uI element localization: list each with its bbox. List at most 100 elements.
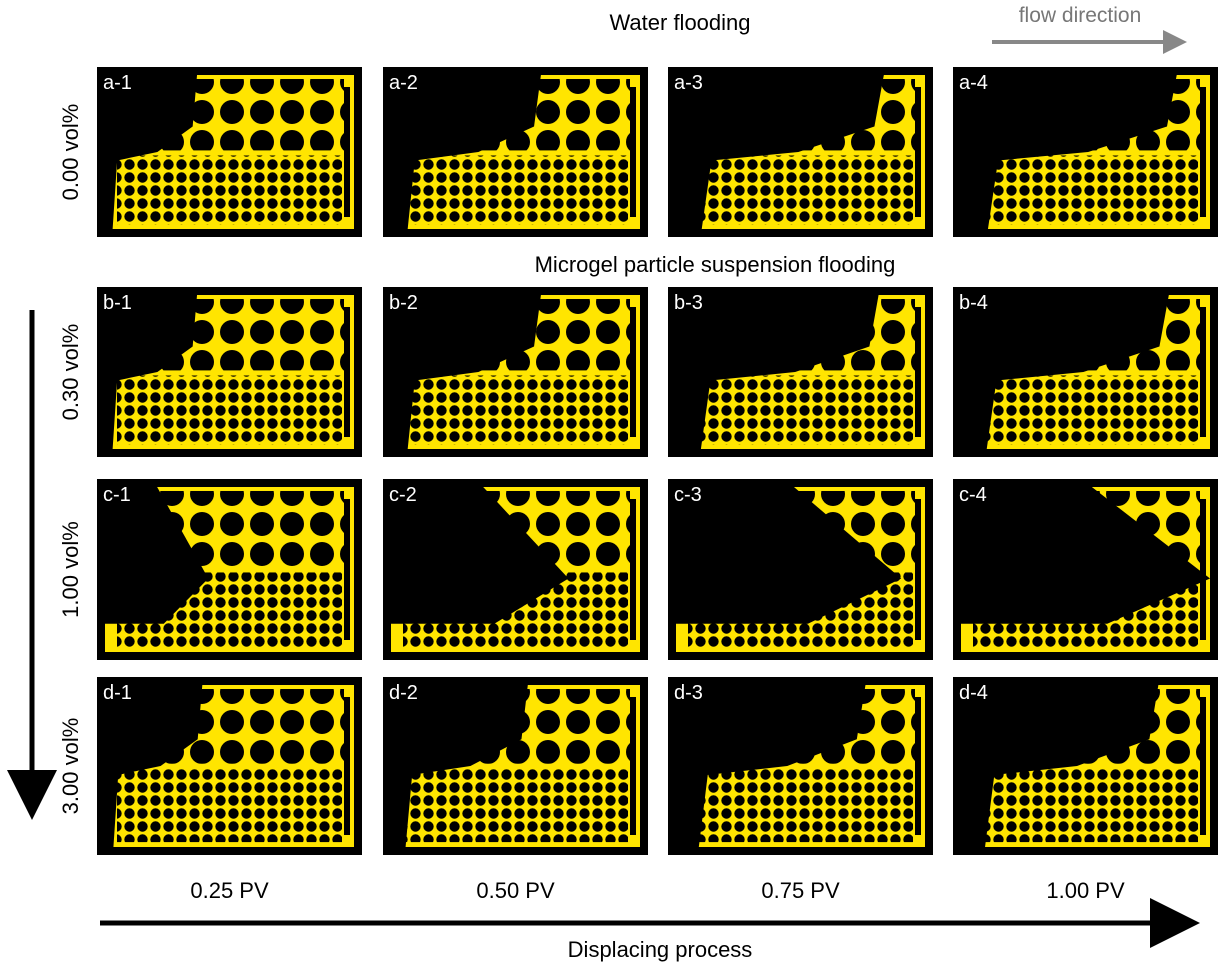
outlet: [915, 307, 921, 437]
panel-image: [383, 479, 648, 660]
small-pores: [973, 155, 1198, 225]
panel-label: c-4: [959, 484, 987, 506]
header-microgel: Microgel particle suspension flooding: [535, 252, 896, 277]
panel-label: b-2: [389, 292, 418, 314]
panel: a-3: [668, 67, 933, 237]
panel-label: a-1: [103, 72, 132, 94]
panel: a-2: [383, 67, 648, 237]
panel-image: [97, 287, 362, 457]
panel: c-3: [668, 479, 933, 660]
displaced-region: [953, 287, 1171, 457]
panel: c-4: [953, 479, 1218, 660]
column-label: 1.00 PV: [1046, 878, 1125, 903]
panel: b-4: [953, 287, 1218, 457]
small-pores: [403, 769, 628, 843]
column-label: 0.25 PV: [190, 878, 269, 903]
displaced-region: [383, 677, 529, 855]
panel: d-3: [668, 677, 933, 855]
panel-label: c-1: [103, 484, 131, 506]
outlet: [915, 499, 921, 640]
panel-label: b-1: [103, 292, 132, 314]
panel-label: d-3: [674, 682, 703, 704]
column-label: 0.50 PV: [476, 878, 555, 903]
panel-label: a-3: [674, 72, 703, 94]
displaced-region: [953, 479, 1211, 624]
panel-image: [383, 287, 648, 457]
outlet: [1200, 307, 1206, 437]
panel-label: b-3: [674, 292, 703, 314]
displaced-region: [383, 479, 569, 624]
outlet: [1200, 499, 1206, 640]
small-pores: [117, 769, 342, 843]
panel-image: [668, 479, 933, 660]
small-pores: [973, 375, 1198, 445]
displaced-region: [97, 677, 203, 855]
small-pores: [403, 375, 628, 445]
panel-label: a-2: [389, 72, 418, 94]
outlet: [630, 307, 636, 437]
panel: b-2: [383, 287, 648, 457]
header-flow: flow direction: [1019, 4, 1142, 27]
outlet: [344, 697, 350, 835]
outlet: [1200, 697, 1206, 835]
panel-image: [97, 67, 362, 237]
outlet: [344, 499, 350, 640]
panel: d-1: [97, 677, 362, 855]
small-pores: [688, 769, 913, 843]
small-pores: [973, 769, 1198, 843]
panel-image: [953, 479, 1218, 660]
small-pores: [403, 155, 628, 225]
panel-label: c-2: [389, 484, 417, 506]
displaced-region: [383, 287, 542, 457]
header-water: Water flooding: [609, 10, 750, 35]
displaced-region: [97, 479, 209, 624]
row-label: 3.00 vol%: [58, 718, 83, 815]
outlet: [915, 87, 921, 217]
panel-image: [383, 67, 648, 237]
panel-image: [668, 67, 933, 237]
small-pores: [117, 155, 342, 225]
panel-label: b-4: [959, 292, 988, 314]
displaced-region: [668, 67, 886, 237]
panel-label: d-4: [959, 682, 988, 704]
displaced-region: [383, 67, 542, 237]
panel-label: d-1: [103, 682, 132, 704]
panel-image: [953, 677, 1218, 855]
panel: d-2: [383, 677, 648, 855]
column-label: 0.75 PV: [761, 878, 840, 903]
outlet: [915, 697, 921, 835]
displaced-region: [97, 67, 198, 237]
row-label: 0.00 vol%: [58, 104, 83, 201]
outlet: [344, 87, 350, 217]
panel: b-3: [668, 287, 933, 457]
small-pores: [688, 375, 913, 445]
small-pores: [117, 375, 342, 445]
panel-image: [953, 67, 1218, 237]
panel: c-1: [97, 479, 362, 660]
panel: a-4: [953, 67, 1218, 237]
outlet: [1200, 87, 1206, 217]
panel-image: [97, 479, 362, 660]
displaced-region: [668, 287, 880, 457]
panel-label: c-3: [674, 484, 702, 506]
panel-image: [97, 677, 362, 855]
panel: d-4: [953, 677, 1218, 855]
panel: b-1: [97, 287, 362, 457]
displaced-region: [953, 67, 1179, 237]
panel-label: d-2: [389, 682, 418, 704]
panel-image: [383, 677, 648, 855]
outlet: [630, 87, 636, 217]
displaced-region: [668, 677, 867, 855]
outlet: [344, 307, 350, 437]
row-label: 0.30 vol%: [58, 324, 83, 421]
panel-image: [953, 287, 1218, 457]
panel: c-2: [383, 479, 648, 660]
outlet: [630, 697, 636, 835]
small-pores: [688, 155, 913, 225]
displaced-region: [953, 677, 1160, 855]
outlet: [630, 499, 636, 640]
panel-label: a-4: [959, 72, 988, 94]
panel-image: [668, 287, 933, 457]
row-label: 1.00 vol%: [58, 521, 83, 618]
